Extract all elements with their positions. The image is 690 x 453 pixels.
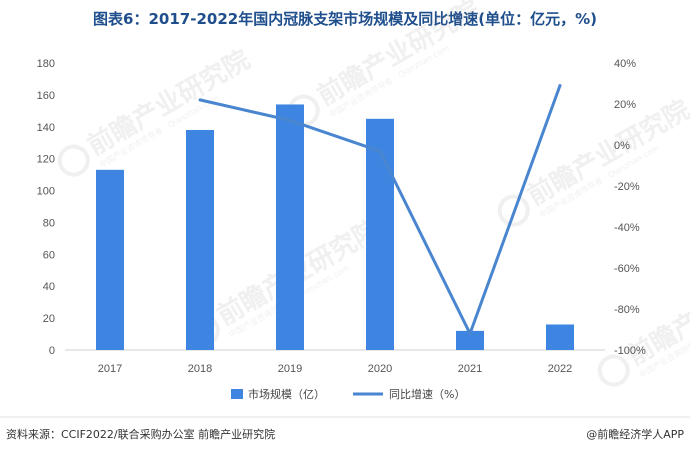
y-left-tick-label: 60 [43, 249, 55, 261]
y-left-tick-label: 80 [43, 217, 55, 229]
bar [276, 104, 304, 350]
y-left-tick-label: 180 [37, 58, 55, 70]
bar [456, 330, 484, 350]
y-left-tick-label: 20 [43, 313, 55, 325]
legend-swatch-bar [231, 389, 243, 399]
y-right-tick-label: -20% [614, 181, 640, 193]
y-left-tick-label: 100 [37, 186, 55, 198]
bar [186, 129, 214, 350]
x-tick-label: 2020 [368, 363, 392, 375]
bar [366, 118, 394, 350]
watermark-text: 前瞻产业研究院 [82, 44, 255, 162]
y-right-tick-label: 0% [614, 140, 630, 152]
line-point [558, 84, 562, 88]
y-left-tick-label: 120 [37, 154, 55, 166]
watermark-text: 前瞻产业研究院 [312, 0, 485, 112]
y-left-tick-label: 40 [43, 281, 55, 293]
y-right-tick-label: -40% [614, 222, 640, 234]
bar [546, 324, 574, 350]
y-right-tick-label: -100% [614, 345, 646, 357]
bar [96, 169, 124, 350]
watermark-logo-icon [57, 144, 90, 177]
legend-label-bar: 市场规模（亿） [248, 387, 325, 401]
y-left-tick-label: 140 [37, 122, 55, 134]
x-tick-label: 2022 [548, 363, 572, 375]
x-tick-label: 2021 [458, 363, 482, 375]
footer-source: 资料来源：CCIF2022/联合采购办公室 前瞻产业研究院 [6, 427, 275, 441]
watermark-logo-icon [597, 354, 630, 387]
line-point [198, 98, 202, 102]
y-right-tick-label: -60% [614, 263, 640, 275]
y-right-tick-label: 40% [614, 58, 636, 70]
watermark-text: 前瞻产业研究院 [522, 94, 690, 212]
x-tick-label: 2017 [98, 363, 122, 375]
line-point [288, 118, 292, 122]
legend-label-line: 同比增速（%） [389, 387, 465, 401]
y-left-tick-label: 160 [37, 90, 55, 102]
line-point [468, 332, 472, 336]
chart-title: 图表6：2017-2022年国内冠脉支架市场规模及同比增速(单位：亿元，%) [93, 10, 597, 28]
line-point [378, 149, 382, 153]
legend: 市场规模（亿） 同比增速（%） [231, 387, 465, 401]
y-right-tick-label: -80% [614, 304, 640, 316]
y-right-tick-label: 20% [614, 99, 636, 111]
x-tick-label: 2019 [278, 363, 302, 375]
x-tick-label: 2018 [188, 363, 212, 375]
footer-brand: @前瞻经济学人APP [586, 427, 684, 441]
watermark-logo-icon [497, 194, 530, 227]
y-left-tick-label: 0 [49, 345, 55, 357]
